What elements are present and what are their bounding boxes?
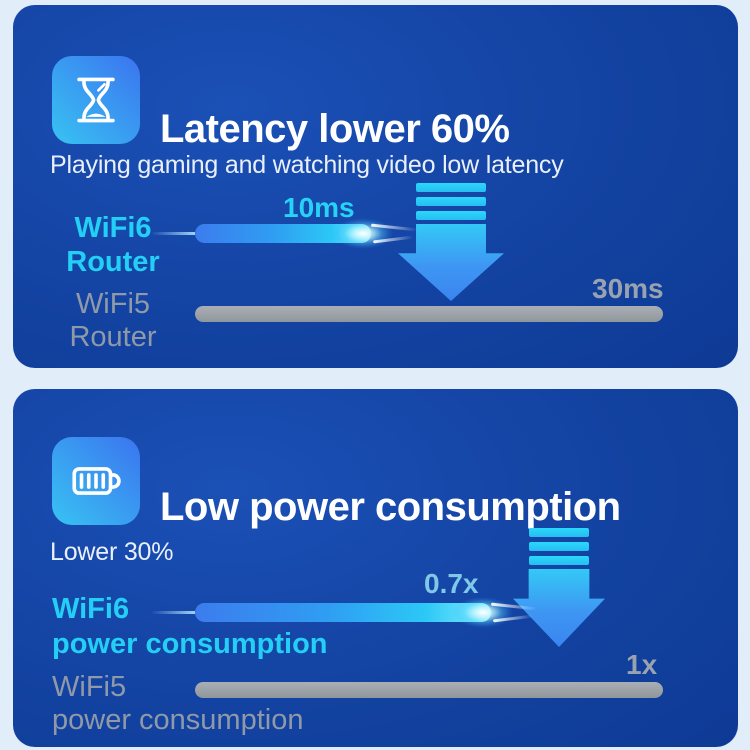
power-title: Low power consumption <box>160 484 621 529</box>
wifi5-power-label: WiFi5 power consumption <box>52 671 304 736</box>
latency-title: Latency lower 60% <box>160 106 510 151</box>
wifi5-speed-bar <box>195 306 663 322</box>
comet-bar <box>195 603 491 622</box>
arrow-stripe <box>528 542 590 551</box>
down-arrow-icon <box>513 528 605 647</box>
arrow-stripe <box>416 183 486 192</box>
arrow-head <box>398 224 504 301</box>
latency-panel: Latency lower 60% Playing gaming and wat… <box>13 5 738 368</box>
arrow-stripe <box>416 197 486 206</box>
wifi6-router-label: WiFi6 Router <box>66 212 160 278</box>
hourglass-badge <box>52 56 140 144</box>
hourglass-icon <box>77 77 115 123</box>
arrow-stripe <box>416 211 486 220</box>
comet-tail <box>151 611 195 614</box>
comet-flare <box>321 212 405 255</box>
battery-badge <box>52 437 140 525</box>
arrow-stripe <box>528 528 590 537</box>
wifi6-power-bar <box>151 591 538 634</box>
wifi5-power-value: 1x <box>626 649 658 680</box>
wifi6-power-label: WiFi6 power consumption <box>52 593 328 660</box>
wifi5-router-label: WiFi5 Router <box>69 288 157 353</box>
comet-flare <box>441 591 525 634</box>
wifi5-latency-value: 30ms <box>592 273 664 304</box>
latency-subtitle: Playing gaming and watching video low la… <box>50 151 564 179</box>
battery-icon <box>72 467 121 495</box>
wifi6-speed-bar <box>151 212 418 255</box>
power-panel: Low power consumption Lower 30% WiFi6 po… <box>13 389 738 747</box>
wifi5-power-bar <box>195 682 663 698</box>
down-arrow-icon <box>398 183 504 301</box>
comet-tail <box>151 232 195 235</box>
power-subtitle: Lower 30% <box>50 538 174 566</box>
arrow-stripe <box>528 556 590 565</box>
